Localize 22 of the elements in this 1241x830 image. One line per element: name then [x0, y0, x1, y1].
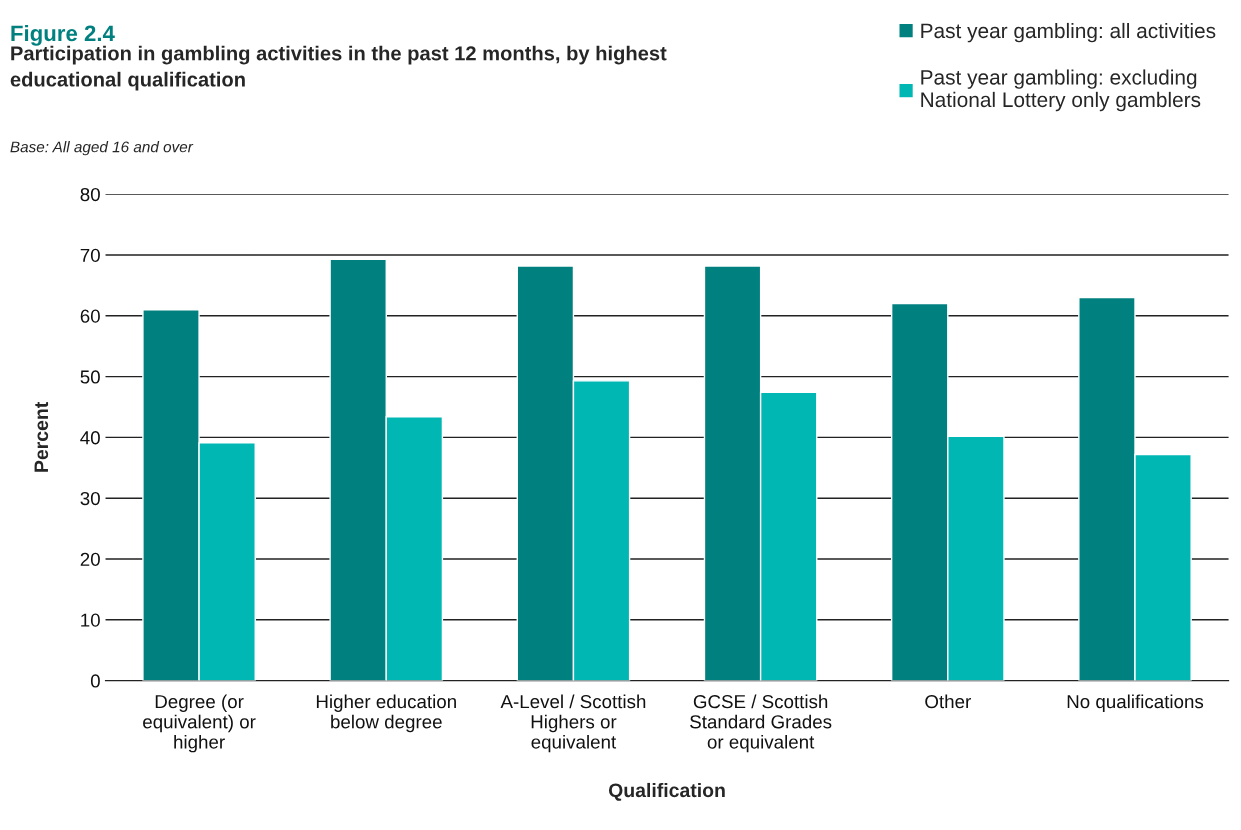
x-tick-label: Degree (or equivalent) or higher — [143, 694, 256, 753]
legend-label: Past year gambling: excluding National Lottery only gamblers — [921, 69, 1201, 112]
text: Base: All aged 16 and over — [10, 141, 194, 156]
y-tick-label: 30 — [80, 491, 100, 506]
x-tick-label: Higher education below degree — [316, 694, 456, 733]
y-tick-label: 0 — [90, 674, 100, 688]
y-tick-label: 70 — [80, 248, 100, 262]
y-tick-label: 20 — [80, 552, 100, 566]
chart-title: Figure 2.4 — [11, 24, 115, 46]
x-tick-label: GCSE / Scottish Standard Grades or equivalent — [690, 694, 832, 753]
y-tick-label: 50 — [80, 370, 100, 384]
chart-subtitle: Participation in gambling activities in the past 12 months, by highest educational qualification — [10, 45, 667, 91]
x-tick-label: A-Level / Scottish Highers or equivalent — [500, 694, 646, 753]
x-axis-title: Qualification — [608, 782, 725, 801]
x-tick-label: No qualifications — [1067, 694, 1204, 712]
legend-label: Past year gambling: all activities — [921, 22, 1216, 43]
y-tick-label: 60 — [80, 309, 100, 323]
y-tick-label: 80 — [80, 187, 100, 202]
x-tick-label: Other — [925, 694, 971, 709]
y-tick-label: 40 — [80, 431, 100, 445]
y-tick-label: 10 — [81, 613, 100, 627]
y-axis-title: Percent — [34, 401, 49, 472]
